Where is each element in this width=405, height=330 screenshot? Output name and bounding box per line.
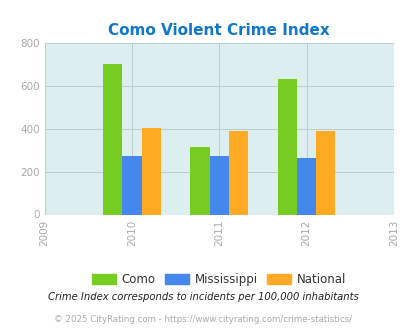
- Bar: [315, 131, 335, 214]
- Bar: [228, 131, 247, 214]
- Bar: [296, 158, 315, 214]
- Bar: [277, 80, 296, 214]
- Bar: [190, 147, 209, 214]
- Bar: [209, 156, 228, 215]
- Legend: Como, Mississippi, National: Como, Mississippi, National: [87, 268, 350, 291]
- Title: Como Violent Crime Index: Como Violent Crime Index: [108, 22, 329, 38]
- Text: Crime Index corresponds to incidents per 100,000 inhabitants: Crime Index corresponds to incidents per…: [47, 292, 358, 302]
- Text: © 2025 CityRating.com - https://www.cityrating.com/crime-statistics/: © 2025 CityRating.com - https://www.city…: [54, 315, 351, 324]
- Bar: [103, 64, 122, 214]
- Bar: [122, 156, 141, 215]
- Bar: [141, 128, 160, 214]
